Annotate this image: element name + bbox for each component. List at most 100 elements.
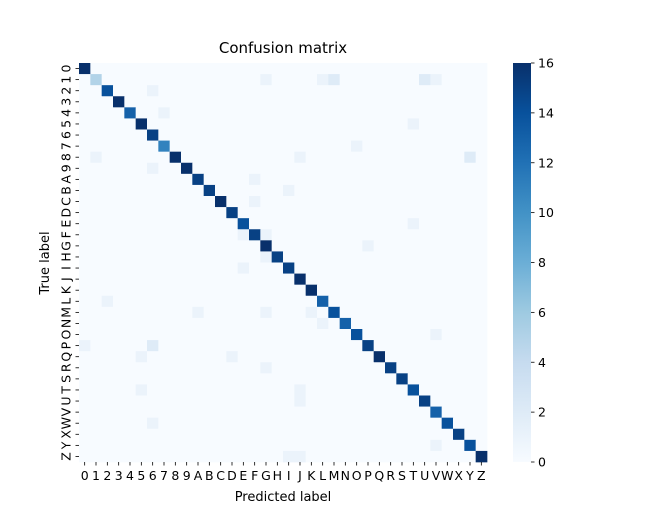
cell-T-S <box>396 384 409 396</box>
cell-X-X <box>453 428 465 441</box>
cell-0-V <box>430 63 443 75</box>
cell-7-B <box>203 140 216 153</box>
cell-Z-P <box>362 450 375 463</box>
cell-9-D <box>226 162 239 175</box>
cell-K-H <box>271 284 284 297</box>
cell-7-I <box>283 140 295 153</box>
y-tick-label: 2 <box>59 87 74 95</box>
cell-X-V <box>430 428 443 441</box>
cell-K-C <box>215 284 227 297</box>
cell-3-G <box>260 96 273 108</box>
cell-8-2 <box>101 151 114 164</box>
cell-W-8 <box>169 417 182 430</box>
cell-X-C <box>215 428 227 441</box>
cell-0-6 <box>147 63 159 75</box>
cell-6-J <box>294 129 307 141</box>
cell-S-M <box>328 373 341 385</box>
cell-X-3 <box>113 428 125 441</box>
cell-3-U <box>419 96 431 108</box>
cell-U-X <box>453 395 465 407</box>
cell-R-P <box>362 362 375 374</box>
cell-C-T <box>407 196 420 208</box>
cell-E-D <box>226 218 239 230</box>
cell-W-N <box>339 417 352 430</box>
cell-G-3 <box>113 240 125 252</box>
cell-J-J <box>294 273 307 286</box>
cell-S-R <box>385 373 397 385</box>
cell-2-R <box>385 85 397 97</box>
cell-D-U <box>419 207 431 219</box>
cell-Y-Z <box>475 439 488 452</box>
cell-8-T <box>407 151 420 164</box>
cell-O-C <box>215 329 227 341</box>
cell-K-U <box>419 284 431 297</box>
cell-F-V <box>430 229 443 241</box>
cell-N-Z <box>475 317 488 330</box>
cell-G-1 <box>90 240 103 252</box>
cell-S-9 <box>181 373 193 385</box>
cell-0-9 <box>181 63 193 75</box>
cell-O-G <box>260 329 273 341</box>
cell-3-V <box>430 96 443 108</box>
cell-4-7 <box>158 107 171 119</box>
cell-F-J <box>294 229 307 241</box>
cell-2-3 <box>113 85 125 97</box>
cell-6-5 <box>135 129 148 141</box>
cell-L-E <box>237 295 250 308</box>
cell-G-4 <box>124 240 137 252</box>
cell-2-X <box>453 85 465 97</box>
cell-U-J <box>294 395 307 407</box>
cell-N-R <box>385 317 397 330</box>
cell-R-S <box>396 362 409 374</box>
cell-N-4 <box>124 317 137 330</box>
cell-N-V <box>430 317 443 330</box>
cell-N-N <box>339 317 352 330</box>
y-tick-label: L <box>59 298 74 305</box>
cell-4-3 <box>113 107 125 119</box>
cell-E-T <box>407 218 420 230</box>
cell-4-X <box>453 107 465 119</box>
x-tick-label: 2 <box>103 468 111 483</box>
cell-0-L <box>317 63 329 75</box>
cell-X-K <box>305 428 318 441</box>
cell-J-E <box>237 273 250 286</box>
cell-8-L <box>317 151 329 164</box>
cell-4-H <box>271 107 284 119</box>
cell-F-C <box>215 229 227 241</box>
cell-W-U <box>419 417 431 430</box>
cell-M-R <box>385 306 397 319</box>
cell-6-9 <box>181 129 193 141</box>
cell-2-O <box>351 85 363 97</box>
cell-G-F <box>249 240 261 252</box>
cell-L-4 <box>124 295 137 308</box>
cell-O-K <box>305 329 318 341</box>
cell-R-R <box>385 362 397 374</box>
y-tick-label: W <box>59 417 74 429</box>
cell-5-F <box>249 118 261 130</box>
cell-1-A <box>192 74 205 86</box>
cell-L-C <box>215 295 227 308</box>
cell-B-Z <box>475 184 488 197</box>
cell-X-A <box>192 428 205 441</box>
cell-I-4 <box>124 262 137 274</box>
x-tick-label: M <box>329 468 340 483</box>
y-tick-label: M <box>59 307 74 318</box>
cell-Q-R <box>385 351 397 363</box>
cell-5-X <box>453 118 465 130</box>
cell-O-D <box>226 329 239 341</box>
cell-3-L <box>317 96 329 108</box>
cell-H-K <box>305 251 318 263</box>
cell-P-K <box>305 340 318 352</box>
cell-I-5 <box>135 262 148 274</box>
cell-X-1 <box>90 428 103 441</box>
cell-A-W <box>441 173 454 186</box>
cell-H-O <box>351 251 363 263</box>
cell-2-M <box>328 85 341 97</box>
cell-R-O <box>351 362 363 374</box>
cell-D-E <box>237 207 250 219</box>
cell-S-F <box>249 373 261 385</box>
cell-5-0 <box>79 118 91 130</box>
cell-1-3 <box>113 74 125 86</box>
cell-U-1 <box>90 395 103 407</box>
